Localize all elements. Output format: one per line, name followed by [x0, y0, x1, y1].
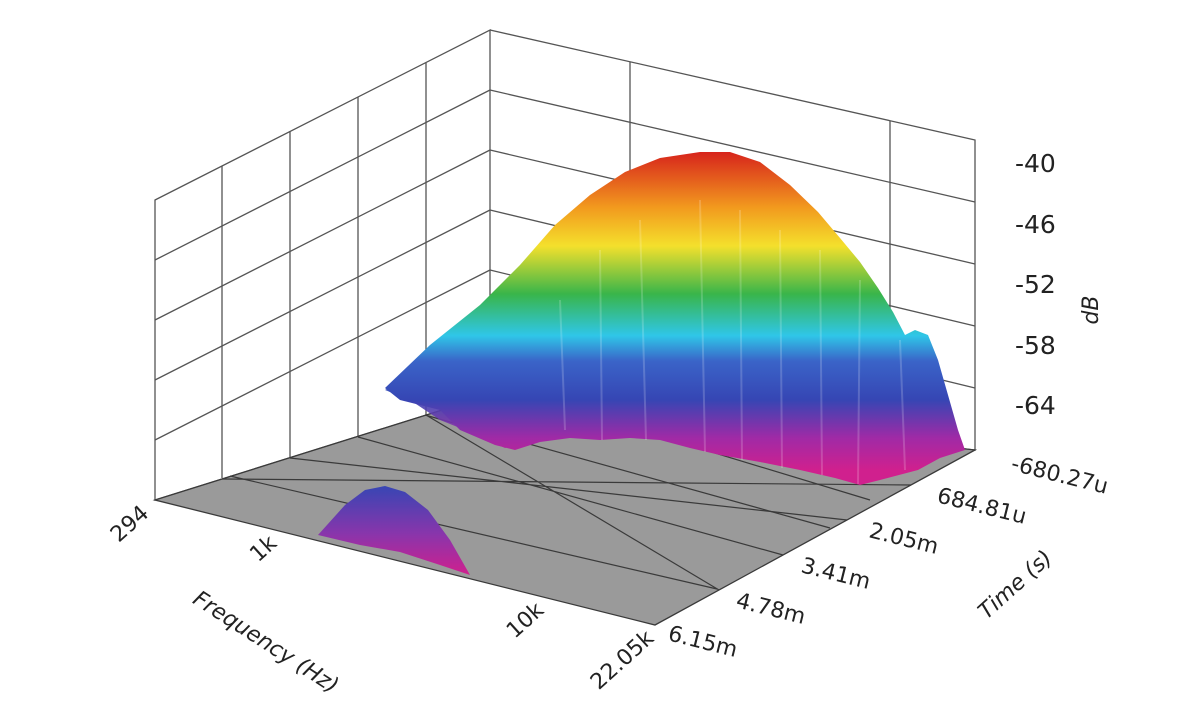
time-tick-label: -680.27u: [1009, 452, 1111, 500]
z-axis: -40 -46 -52 -58 -64 dB: [1015, 149, 1104, 420]
surface-secondary: [318, 486, 470, 575]
time-tick-label: 684.81u: [935, 484, 1029, 530]
z-tick-label: -46: [1015, 210, 1056, 239]
frequency-tick-label: 10k: [502, 598, 549, 644]
z-tick-label: -52: [1015, 270, 1056, 299]
frequency-tick-label: 1k: [245, 531, 282, 568]
z-tick-label: -40: [1015, 149, 1056, 178]
surface-main-body: [385, 152, 965, 485]
z-tick-label: -58: [1015, 331, 1056, 360]
time-tick-label: 4.78m: [734, 589, 808, 630]
wall-left-horizontals: [154, 89, 491, 441]
surface-secondary-body: [318, 486, 470, 575]
time-tick-label: 6.15m: [666, 622, 740, 663]
floor-time-lines: [221, 414, 912, 591]
time-tick-label: 2.05m: [867, 519, 941, 560]
surface-main: [385, 152, 965, 485]
wall-left-verticals: [221, 63, 427, 478]
frequency-tick-label: 294: [106, 501, 154, 548]
time-tick-label: 3.41m: [799, 554, 873, 595]
surface-main-streaks: [559, 199, 906, 485]
z-axis-title: dB: [1079, 295, 1104, 324]
frequency-tick-label: 22.05k: [586, 626, 659, 695]
time-axis-title: Time (s): [974, 546, 1058, 625]
frequency-axis-title: Frequency (Hz): [188, 586, 343, 698]
z-tick-label: -64: [1015, 391, 1056, 420]
surface-left-ridge: [385, 345, 530, 448]
